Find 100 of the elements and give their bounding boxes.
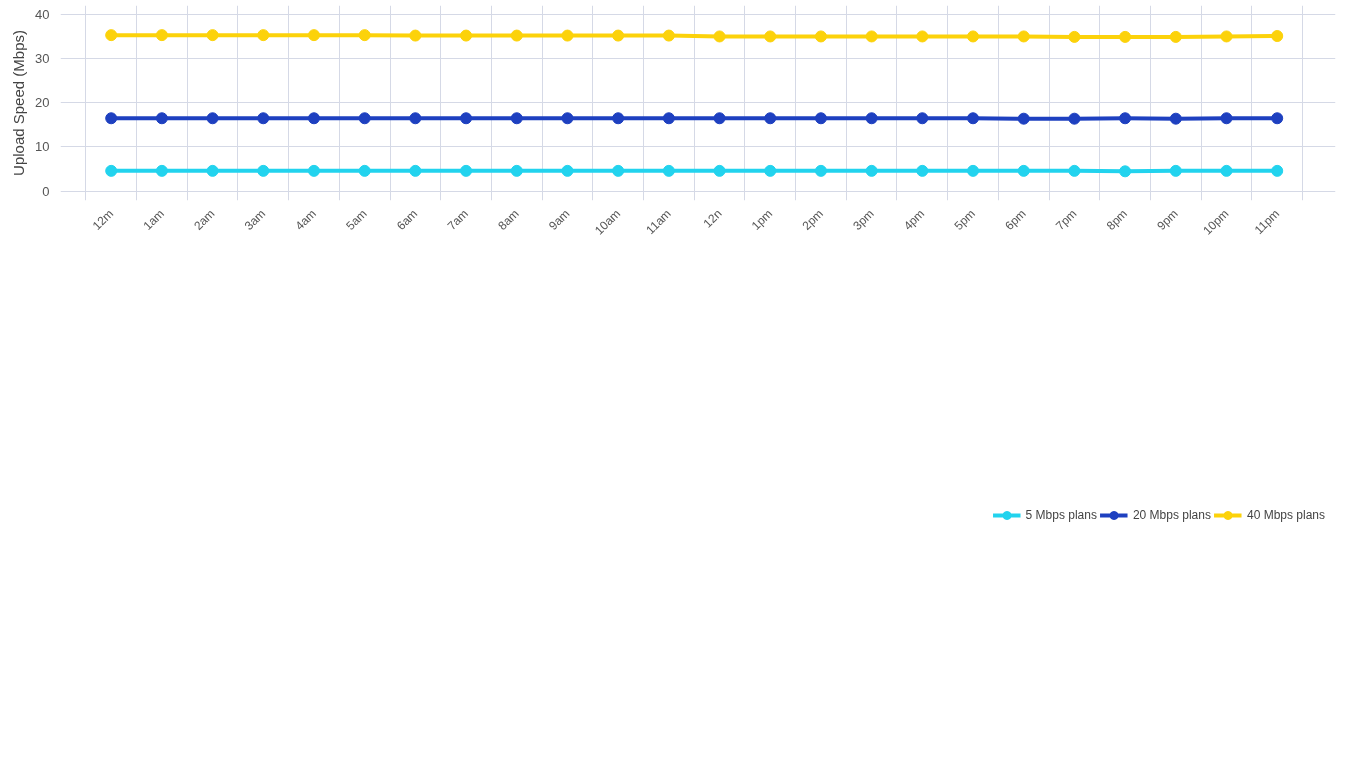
- x-tick-label: 8pm: [1103, 206, 1131, 233]
- point: [1068, 112, 1081, 125]
- point: [409, 164, 422, 177]
- point: [561, 164, 574, 177]
- point: [105, 164, 118, 177]
- point: [713, 30, 726, 43]
- point: [967, 164, 980, 177]
- point: [814, 112, 827, 125]
- x-tick-label: 2am: [191, 206, 218, 233]
- point: [814, 30, 827, 43]
- point: [1068, 164, 1081, 177]
- y-tick-label: 20: [35, 95, 50, 111]
- point: [155, 29, 168, 42]
- point: [105, 29, 118, 42]
- point: [409, 29, 422, 42]
- point: [916, 112, 929, 125]
- point: [1169, 164, 1182, 177]
- point: [764, 164, 777, 177]
- point: [1169, 112, 1182, 125]
- point: [916, 164, 929, 177]
- x-tick-label: 6pm: [1002, 206, 1029, 233]
- point: [1017, 112, 1030, 125]
- point: [460, 112, 473, 125]
- point: [307, 112, 320, 125]
- point: [105, 112, 118, 125]
- point: [307, 164, 320, 177]
- point: [510, 29, 523, 42]
- point: [865, 112, 878, 125]
- x-tick-label: 9am: [546, 206, 573, 233]
- point: [460, 29, 473, 42]
- point: [1017, 30, 1030, 43]
- point: [612, 29, 625, 42]
- point: [916, 30, 929, 43]
- point: [561, 112, 574, 125]
- x-tick-label: 1pm: [748, 206, 776, 233]
- point: [307, 29, 320, 42]
- point: [358, 29, 371, 42]
- y-tick-label: 0: [42, 183, 50, 199]
- x-tick-label: 12m: [89, 206, 117, 233]
- point: [206, 112, 219, 125]
- x-tick-label: 5am: [343, 206, 370, 233]
- point: [206, 29, 219, 42]
- x-tick-label: 7pm: [1052, 206, 1080, 233]
- x-tick-label: 4pm: [900, 206, 928, 233]
- y-tick-label: 40: [35, 6, 50, 22]
- point: [662, 112, 675, 125]
- x-tick-label: 12n: [700, 206, 725, 231]
- legend-label: 5 Mbps plans: [1025, 508, 1097, 522]
- point: [865, 164, 878, 177]
- point: [510, 164, 523, 177]
- point: [1271, 30, 1284, 42]
- point: [257, 29, 270, 42]
- x-tick-label: 5pm: [951, 206, 978, 233]
- point: [967, 112, 980, 125]
- x-tick-label: 8am: [495, 206, 522, 233]
- point: [713, 112, 726, 125]
- point: [1220, 164, 1233, 177]
- y-tick-label: 30: [35, 51, 50, 67]
- x-tick-label: 2pm: [799, 206, 826, 233]
- x-tick-label: 3am: [241, 206, 269, 233]
- point: [764, 112, 777, 125]
- point: [1119, 112, 1132, 125]
- point: [662, 164, 675, 177]
- point: [612, 112, 625, 125]
- point: [1017, 164, 1030, 177]
- point: [1119, 165, 1132, 178]
- legend-label: 20 Mbps plans: [1132, 508, 1211, 522]
- x-tick-label: 1am: [140, 206, 167, 233]
- point: [1220, 30, 1233, 43]
- point: [612, 164, 625, 177]
- point: [358, 164, 371, 177]
- point: [510, 112, 523, 125]
- legend-label: 40 Mbps plans: [1246, 508, 1325, 522]
- point: [155, 112, 168, 125]
- point: [460, 164, 473, 177]
- point: [1169, 30, 1182, 43]
- point: [662, 29, 675, 42]
- point: [713, 164, 726, 177]
- point: [155, 164, 168, 177]
- point: [358, 112, 371, 125]
- point: [257, 164, 270, 177]
- point: [764, 30, 777, 43]
- point: [814, 164, 827, 177]
- y-tick-label: 10: [35, 139, 50, 155]
- x-tick-label: 6am: [393, 206, 421, 233]
- point: [865, 30, 878, 43]
- y-axis-title: Upload Speed (Mbps): [10, 30, 28, 176]
- point: [1220, 112, 1233, 125]
- point: [257, 112, 270, 125]
- x-tick-label: 3pm: [850, 206, 877, 233]
- point: [1271, 112, 1284, 125]
- x-tick-label: 4am: [292, 206, 319, 233]
- x-tick-label: 9pm: [1154, 206, 1181, 233]
- point: [1119, 30, 1132, 43]
- point: [409, 112, 422, 125]
- point: [206, 164, 219, 177]
- point: [1068, 30, 1081, 43]
- point: [1271, 164, 1284, 177]
- x-tick-label: 7am: [444, 206, 472, 233]
- point: [967, 30, 980, 43]
